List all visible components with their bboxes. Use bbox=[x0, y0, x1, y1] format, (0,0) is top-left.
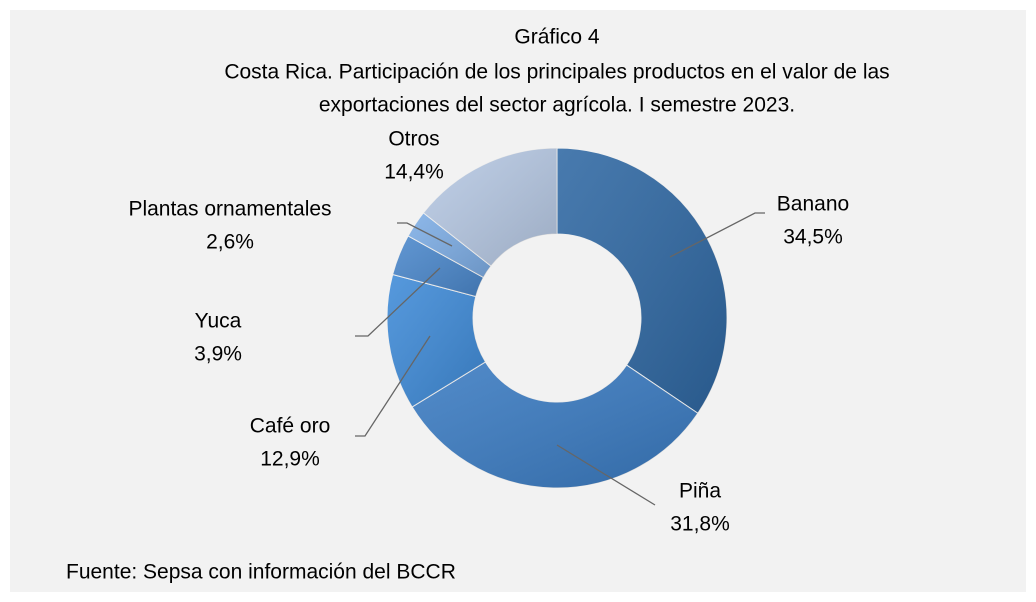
leader-line bbox=[397, 222, 453, 247]
slice-value-label: 3,9% bbox=[194, 343, 242, 366]
slice-label: Plantas ornamentales bbox=[128, 198, 331, 221]
slice-label: Café oro bbox=[250, 415, 331, 438]
slice-label: Banano bbox=[777, 193, 849, 216]
slice-shade bbox=[412, 361, 698, 489]
chart-subtitle: Costa Rica. Participación de los princip… bbox=[224, 61, 889, 84]
slice-label: Piña bbox=[679, 480, 721, 503]
leader-line bbox=[355, 335, 431, 437]
slice-shade bbox=[423, 148, 557, 267]
slice-value-label: 2,6% bbox=[206, 231, 254, 254]
slice-value-label: 12,9% bbox=[260, 448, 320, 471]
slice-label: Yuca bbox=[195, 310, 242, 333]
leader-line bbox=[556, 444, 656, 506]
chart-title: Gráfico 4 bbox=[514, 26, 600, 49]
chart-background bbox=[10, 10, 1026, 592]
source-note: Fuente: Sepsa con información del BCCR bbox=[66, 561, 456, 584]
leader-line bbox=[669, 212, 765, 258]
chart-subtitle: exportaciones del sector agrícola. I sem… bbox=[319, 94, 795, 117]
slice-shade bbox=[392, 235, 484, 297]
slice-value-label: 31,8% bbox=[670, 513, 730, 536]
slice-value-label: 34,5% bbox=[783, 226, 843, 249]
leader-line bbox=[355, 267, 441, 337]
slice-label: Otros bbox=[388, 128, 439, 151]
slice-value-label: 14,4% bbox=[384, 161, 444, 184]
slice-shade bbox=[387, 274, 486, 407]
slice-shade bbox=[557, 148, 727, 414]
